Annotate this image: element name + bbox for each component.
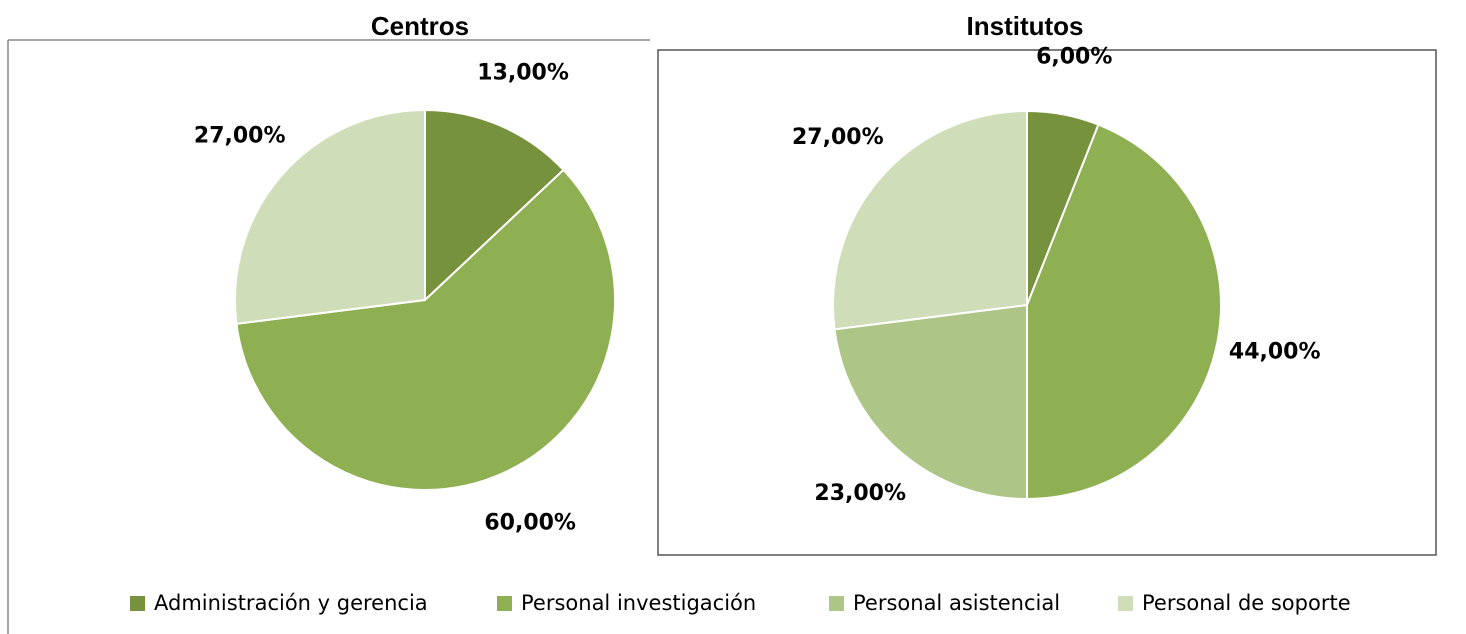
data-label: 6,00% bbox=[1036, 44, 1112, 69]
data-label: 27,00% bbox=[194, 124, 286, 149]
legend-swatch bbox=[130, 596, 145, 611]
legend-label: Personal de soporte bbox=[1142, 591, 1351, 615]
data-label: 13,00% bbox=[477, 60, 569, 85]
data-label: 27,00% bbox=[792, 125, 884, 150]
pie-slice bbox=[1026, 123, 1222, 501]
pie-slice bbox=[832, 109, 1028, 331]
chart-box bbox=[657, 49, 1437, 556]
pie-slice bbox=[235, 168, 616, 491]
chart-title: Institutos bbox=[967, 11, 1084, 41]
pie-slice bbox=[234, 108, 426, 325]
legend-swatch bbox=[1118, 596, 1133, 611]
data-label: 44,00% bbox=[1229, 339, 1321, 364]
pie-slice bbox=[833, 303, 1028, 501]
legend-label: Personal investigación bbox=[521, 591, 756, 615]
data-label: 23,00% bbox=[814, 481, 906, 506]
data-label: 60,00% bbox=[484, 510, 576, 535]
legend-label: Administración y gerencia bbox=[154, 591, 428, 615]
legend-swatch bbox=[829, 596, 844, 611]
legend-label: Personal asistencial bbox=[853, 591, 1060, 615]
pie-slice bbox=[424, 108, 565, 303]
chart-title: Centros bbox=[371, 11, 469, 41]
legend-swatch bbox=[497, 596, 512, 611]
